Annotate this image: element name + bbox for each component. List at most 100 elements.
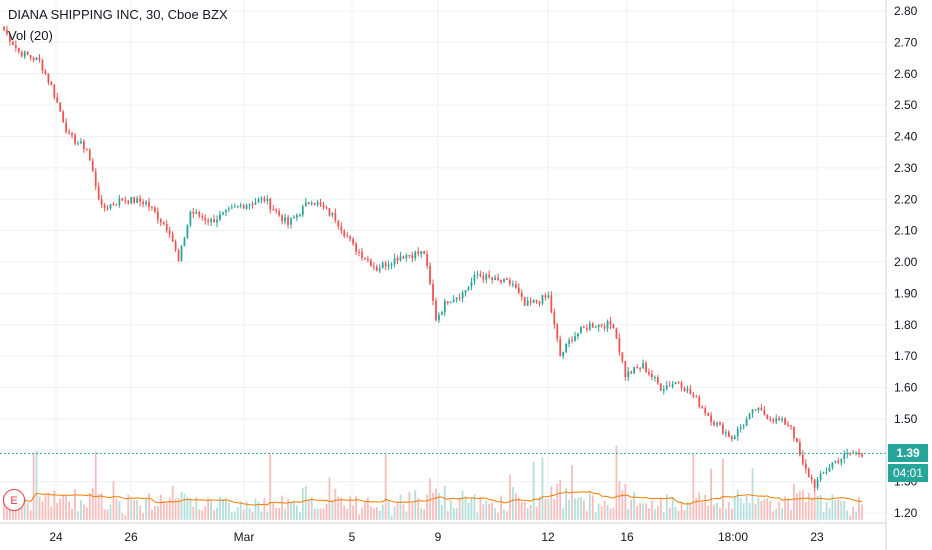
candle-body (680, 382, 683, 389)
candle-body (165, 223, 168, 231)
candle-body (686, 388, 689, 391)
candle-body (387, 264, 390, 267)
volume-bar (375, 507, 378, 520)
candle-body (239, 205, 242, 207)
chart-title[interactable]: DIANA SHIPPING INC, 30, Cboe BZX (8, 7, 228, 22)
candle-body (435, 300, 437, 321)
candle-body (760, 407, 763, 411)
volume-bar (648, 508, 650, 520)
candle-body (316, 202, 319, 205)
volume-bar (636, 505, 639, 520)
volume-bar (452, 507, 455, 520)
volume-bar (260, 511, 263, 520)
candle-body (254, 202, 257, 205)
volume-bar (296, 505, 298, 520)
candle-body (763, 410, 766, 415)
candle-body (455, 297, 458, 300)
candle-body (485, 274, 488, 280)
candle-body (245, 205, 248, 209)
volume-bar (514, 493, 517, 520)
candle-body (14, 45, 17, 48)
volume-bar (316, 508, 319, 520)
volume-bar (420, 508, 423, 520)
earnings-badge[interactable]: E (3, 489, 25, 511)
candle-body (443, 301, 446, 313)
volume-bar (497, 512, 499, 520)
candle-body (476, 274, 479, 276)
volume-bar (781, 508, 784, 520)
price-tick-label: 1.20 (894, 506, 918, 520)
volume-bar (822, 511, 825, 520)
candle-body (210, 219, 212, 222)
price-tick-label: 2.60 (894, 67, 918, 81)
time-axis[interactable]: 24 26 Mar 5 9 12 16 18:00 23 (49, 530, 824, 544)
volume-bar (772, 511, 775, 520)
candle-body (204, 217, 207, 221)
volume-bar (793, 483, 795, 520)
volume-bar (591, 495, 594, 520)
time-tick-label: 24 (49, 530, 63, 544)
candle-body (656, 377, 659, 384)
volume-indicator-label[interactable]: Vol (20) (8, 28, 53, 43)
volume-bar (230, 512, 233, 520)
volume-bar (115, 498, 118, 520)
candle-body (195, 211, 198, 214)
candle-body (547, 295, 550, 298)
volume-bar (248, 508, 251, 520)
volume-bar (62, 494, 65, 520)
volume-bar (804, 502, 807, 520)
time-tick-label: 26 (124, 530, 138, 544)
candle-body (121, 198, 124, 201)
volume-bar (686, 502, 689, 520)
candle-body (62, 111, 65, 123)
volume-bar (254, 498, 257, 520)
volume-bar (402, 504, 405, 520)
volume-bar (615, 445, 618, 520)
candle-body (503, 278, 505, 283)
volume-bar (44, 495, 47, 520)
volume-bar (651, 500, 653, 520)
volume-bar (313, 509, 316, 520)
volume-bar (349, 496, 352, 520)
volume-bar (716, 502, 718, 520)
price-axis[interactable]: 2.80 2.70 2.60 2.50 2.40 2.30 2.20 2.10 2.00 1.90… (894, 4, 918, 520)
candle-body (695, 396, 698, 398)
volume-bar (319, 508, 322, 520)
volume-bar (597, 503, 600, 520)
candle-body (639, 367, 641, 369)
candle-body (124, 200, 127, 202)
candle-body (757, 407, 760, 411)
candle-body (100, 199, 103, 205)
candle-body (405, 255, 408, 259)
volume-bar (511, 487, 514, 520)
candle-body (358, 251, 360, 253)
candle-body (301, 206, 304, 215)
volume-bar (201, 510, 204, 520)
candle-body (532, 299, 535, 303)
volume-bar (813, 489, 816, 520)
volume-bar (142, 512, 144, 520)
volume-bar (381, 504, 384, 520)
candle-body (284, 217, 286, 222)
volume-bar (399, 494, 402, 520)
candle-body (583, 327, 585, 329)
volume-bar (53, 490, 56, 520)
candle-body (88, 149, 91, 161)
volume-bar (145, 499, 147, 520)
candle-body (293, 217, 295, 219)
volume-bar (151, 509, 153, 520)
candle-body (82, 141, 85, 150)
volume-bar (624, 483, 627, 520)
candle-body (50, 82, 53, 85)
candle-body (136, 198, 139, 203)
volume-bar (307, 499, 310, 520)
volume-bar (585, 511, 588, 520)
candle-body (390, 264, 393, 266)
volume-ma-line (3, 490, 863, 506)
volume-bar (334, 488, 337, 520)
candle-body (615, 328, 618, 339)
volume-bar (233, 511, 236, 520)
volume-bar (23, 497, 26, 520)
volume-bar (798, 491, 801, 520)
